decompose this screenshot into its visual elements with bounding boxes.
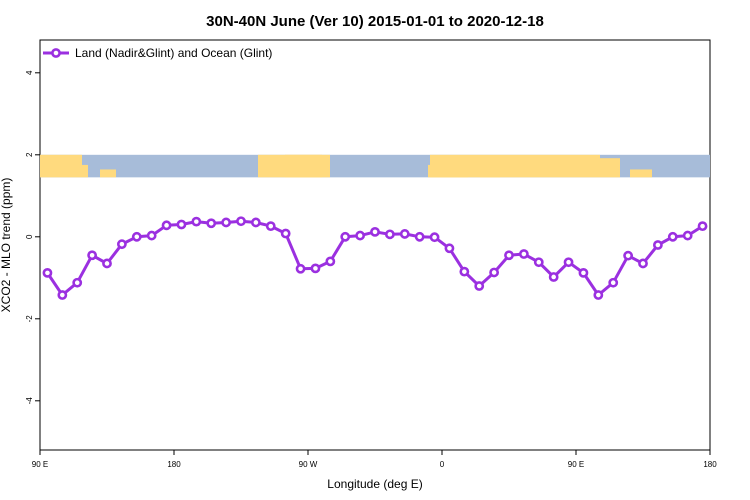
x-tick-label: 180 [703,460,717,469]
y-tick-label: 4 [25,70,34,75]
data-point [682,230,693,241]
data-point [57,290,68,300]
data-point [489,267,500,278]
y-tick-label: 0 [25,234,34,239]
land-mass [480,170,500,178]
data-point [146,230,157,241]
data-point [504,250,514,261]
legend-marker [51,48,61,58]
data-point [295,263,306,274]
y-tick-label: -4 [25,397,34,405]
data-point [444,243,455,254]
x-tick-label: 90 E [32,460,48,469]
data-point [638,258,648,269]
x-tick-label: 90 E [568,460,584,469]
land-mass [40,154,82,178]
data-point [265,221,276,232]
series-group [42,216,708,300]
plot-area: 90 E 180 90 W 0 90 E 180 -4 -2 0 2 4 [25,39,717,469]
y-axis: -4 -2 0 2 4 [25,70,40,404]
data-point [116,239,127,250]
land-mass [285,154,322,178]
data-point [161,220,172,231]
legend: Land (Nadir&Glint) and Ocean (Glint) [43,46,272,60]
x-axis-label: Longitude (deg E) [327,477,422,491]
data-point [548,272,559,282]
data-point [72,277,83,288]
data-point [563,257,574,268]
chart-title: 30N-40N June (Ver 10) 2015-01-01 to 2020… [206,13,544,30]
data-point [131,231,142,242]
legend-label: Land (Nadir&Glint) and Ocean (Glint) [75,46,272,60]
land-mass [82,164,88,178]
data-point [593,290,604,300]
data-point [384,229,395,240]
x-tick-label: 0 [440,460,445,469]
data-point [310,263,321,274]
data-point [42,267,53,278]
y-tick-label: 2 [25,152,34,157]
data-point [221,217,232,228]
data-point [533,257,544,268]
data-point [623,250,634,261]
land-mass [600,158,620,178]
data-point [459,266,470,277]
data-point [176,219,187,230]
data-point [102,258,112,269]
data-point [578,267,589,278]
x-tick-label: 90 W [299,460,318,469]
data-point [414,231,425,242]
data-point [667,231,678,242]
x-axis: 90 E 180 90 W 0 90 E 180 [32,450,717,469]
data-point [280,228,291,239]
data-point [518,249,529,259]
data-point [250,217,261,228]
data-point [652,240,663,250]
x-tick-label: 180 [167,460,181,469]
data-point [355,230,366,241]
y-tick-label: -2 [25,315,34,323]
data-point [474,281,485,291]
data-point [87,250,98,261]
land-mass [100,169,116,178]
land-mass [630,169,652,178]
data-point [370,226,380,237]
data-point [608,277,619,288]
data-point [325,256,336,267]
y-axis-label: XCO2 - MLO trend (ppm) [0,178,13,313]
data-point [191,216,202,227]
map-strip [40,154,710,178]
data-point [236,216,246,227]
data-point [697,221,708,232]
data-point [429,232,440,243]
data-point [340,231,351,242]
data-point [399,229,410,239]
data-point [206,218,217,229]
plot-frame [39,39,711,451]
land-mass [430,154,600,178]
